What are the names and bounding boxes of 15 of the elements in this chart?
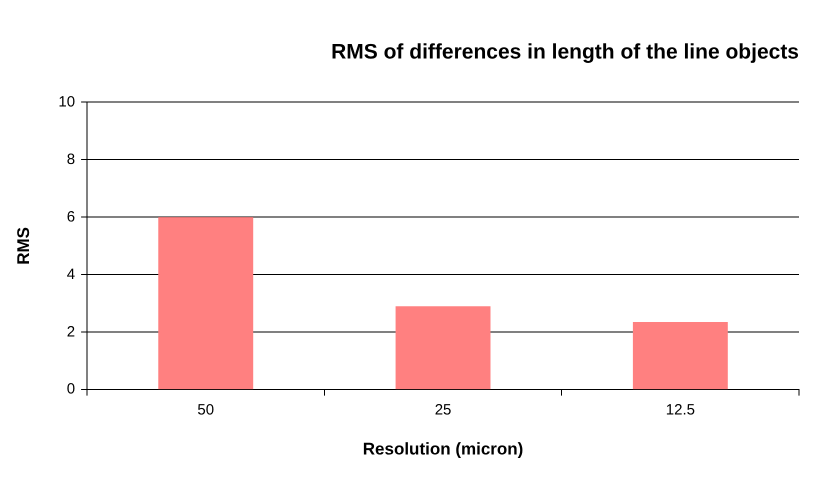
bar xyxy=(396,306,491,390)
y-tick-label: 2 xyxy=(66,323,76,340)
y-tick-label: 6 xyxy=(66,208,76,226)
x-tick-label: 25 xyxy=(434,402,452,419)
y-tick-label: 10 xyxy=(58,93,76,110)
chart-title: RMS of differences in length of the line objects xyxy=(331,40,799,64)
bar xyxy=(632,322,728,390)
bar xyxy=(158,217,254,390)
x-tick-label: 12.5 xyxy=(666,402,695,419)
x-tick-label: 50 xyxy=(197,402,214,419)
y-tick-label: 8 xyxy=(66,150,76,168)
y-tick-label: 0 xyxy=(66,380,76,398)
x-axis-title: Resolution (micron) xyxy=(362,439,524,458)
y-tick-label: 4 xyxy=(66,266,76,283)
y-axis-title: RMS xyxy=(14,227,33,265)
